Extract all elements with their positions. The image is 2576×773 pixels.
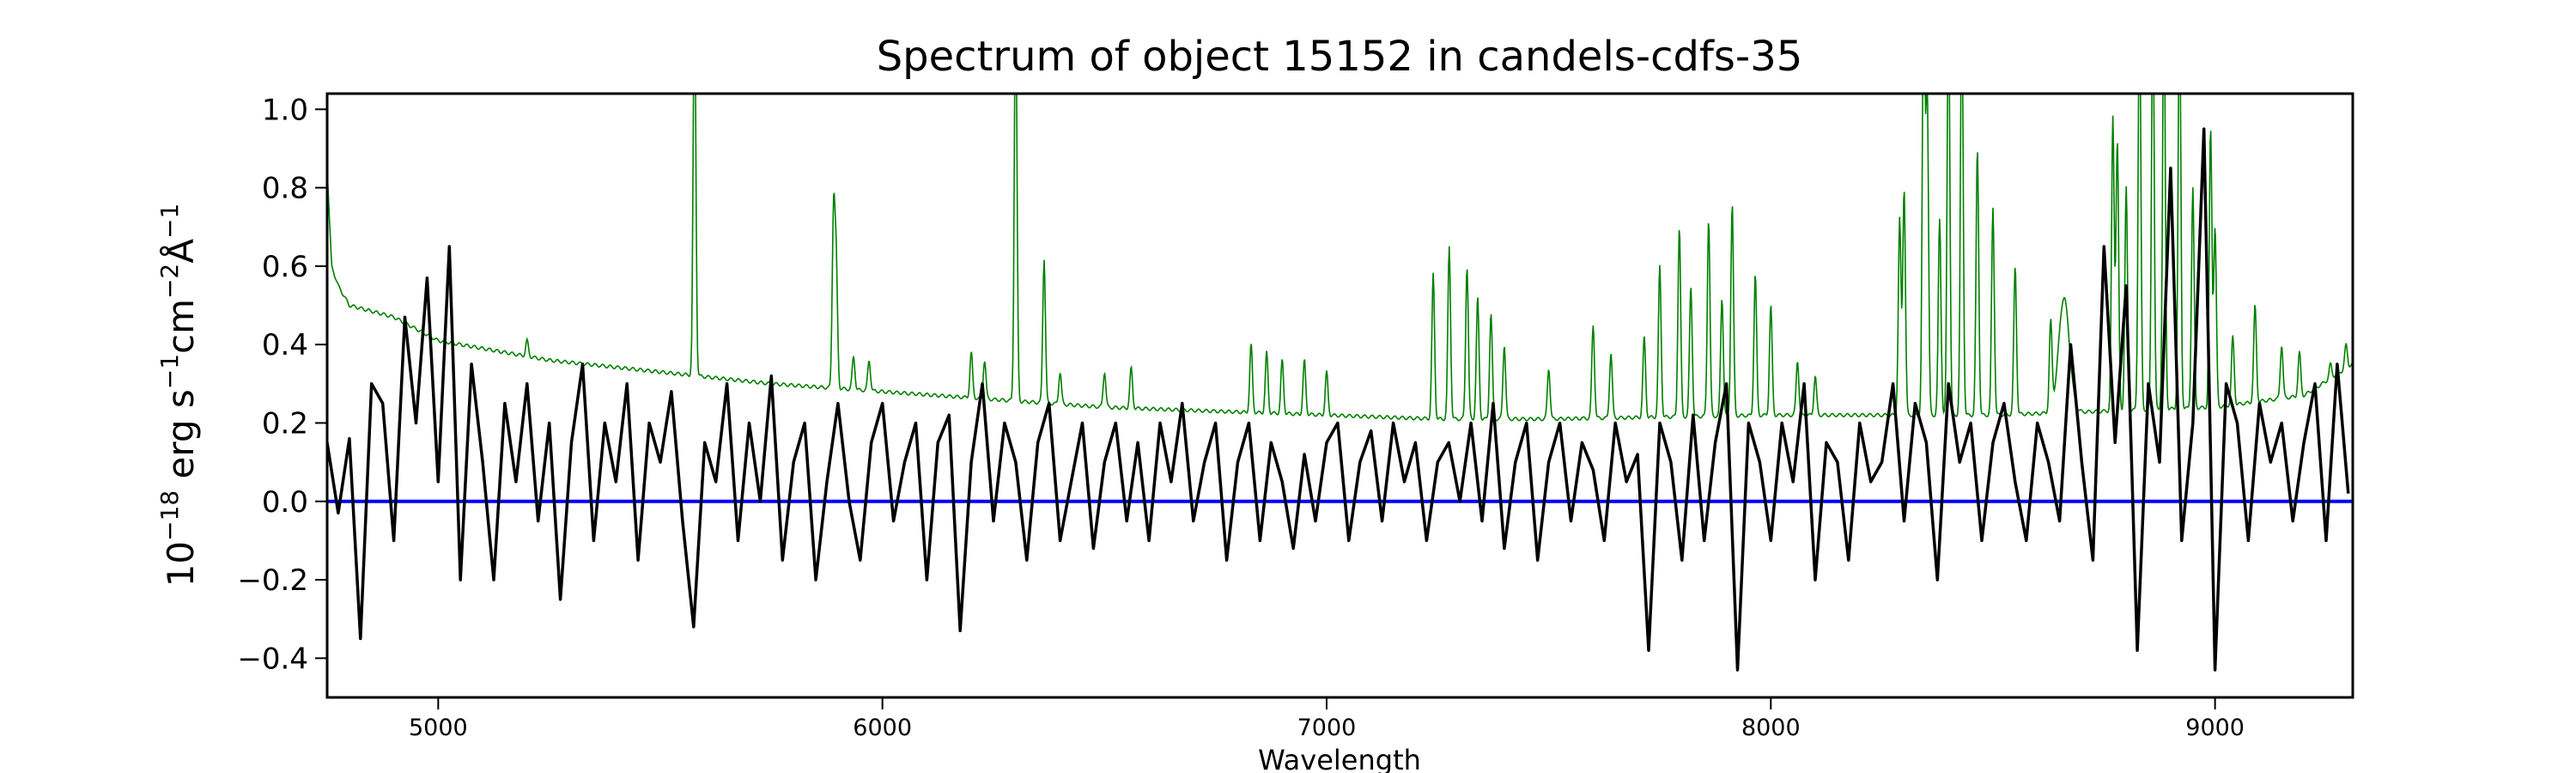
y-tick-label: 0.0 — [262, 485, 308, 520]
x-tick-label: 9000 — [2185, 715, 2245, 741]
flux-spectrum-line — [327, 127, 2350, 672]
ylabel-exp1: −18 — [155, 490, 184, 541]
chart-title: Spectrum of object 15152 in candels-cdfs… — [877, 33, 1803, 81]
y-tick-label: −0.2 — [237, 563, 308, 598]
y-tick-label: 0.4 — [262, 328, 308, 362]
ylabel-unit3: Å — [159, 239, 202, 264]
ylabel-exp4: −1 — [155, 204, 184, 239]
x-tick-label: 5000 — [409, 715, 468, 741]
ylabel-base: 10 — [160, 541, 202, 587]
plot-area — [327, 94, 2353, 672]
y-tick-label: −0.4 — [237, 642, 308, 676]
x-axis-label: Wavelength — [1258, 744, 1421, 773]
y-tick-label: 0.8 — [262, 172, 308, 206]
ylabel-exp3: −2 — [155, 264, 184, 299]
y-axis-label: 10−18 erg s−1cm−2Å−1 — [155, 204, 202, 587]
axes-frame — [325, 92, 2354, 699]
y-axis: −0.4 −0.2 0.0 0.2 0.4 0.6 0.8 1.0 — [237, 93, 327, 676]
x-axis: 5000 6000 7000 8000 9000 — [409, 697, 2245, 741]
ylabel-unit2: cm — [160, 299, 202, 354]
x-tick-label: 7000 — [1297, 715, 1357, 741]
y-tick-label: 1.0 — [262, 93, 308, 127]
ylabel-unit1: erg s — [160, 389, 202, 490]
x-tick-label: 8000 — [1741, 715, 1801, 741]
error-spectrum-line — [327, 94, 2353, 422]
ylabel-exp2: −1 — [155, 354, 184, 389]
y-tick-label: 0.6 — [262, 250, 308, 284]
x-tick-label: 6000 — [853, 715, 912, 741]
y-tick-label: 0.2 — [262, 406, 308, 441]
